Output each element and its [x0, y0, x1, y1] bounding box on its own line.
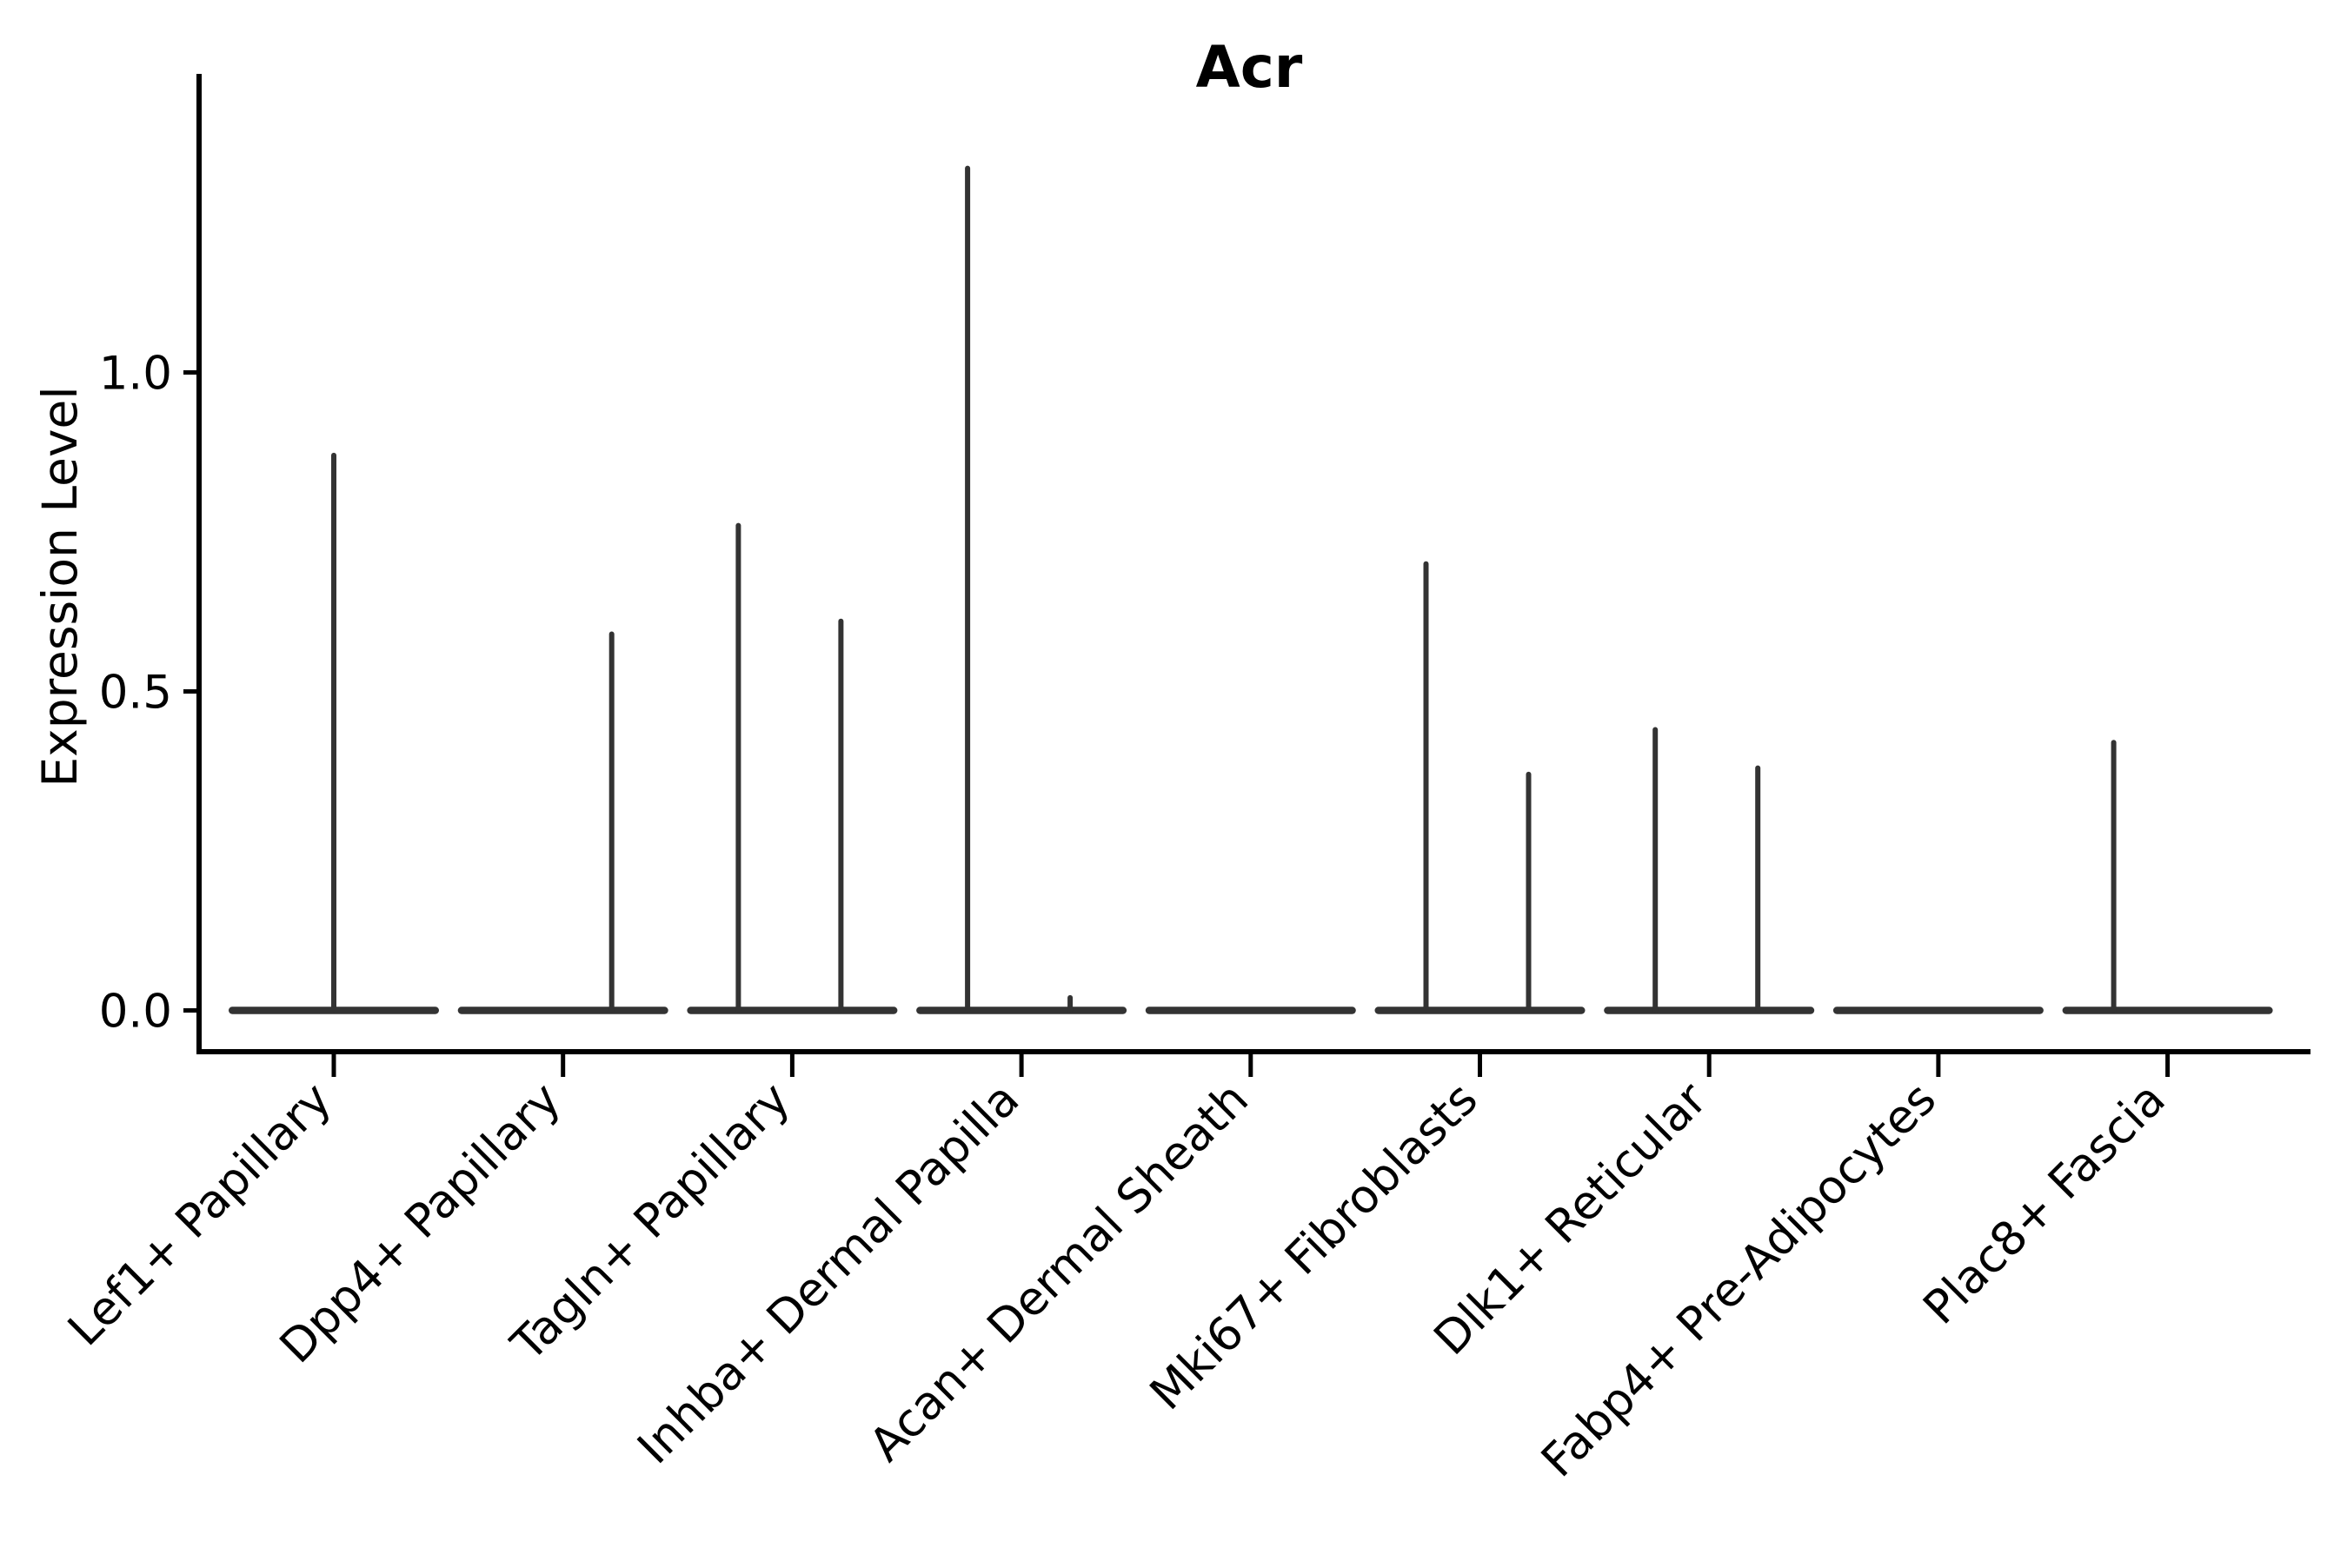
y-tick-label: 0.0	[99, 986, 172, 1039]
violin	[2062, 740, 2273, 1014]
x-tick-label: Acan+ Dermal Sheath	[860, 1073, 1259, 1472]
x-tick-label: Fabp4+ Pre-Adipocytes	[1532, 1073, 1946, 1487]
y-tick-label: 0.5	[99, 667, 172, 720]
violin	[1145, 1007, 1356, 1014]
violin	[457, 631, 668, 1014]
chart-title: Acr	[1196, 34, 1303, 101]
violin-body	[1145, 1007, 1356, 1014]
x-tick-label: Inhba+ Dermal Papilla	[628, 1073, 1029, 1474]
y-tick-label: 1.0	[99, 348, 172, 401]
violin	[687, 522, 898, 1014]
violin	[1604, 727, 1815, 1014]
violins-layer	[229, 165, 2273, 1014]
violin-body	[687, 1007, 898, 1014]
violin-body	[1604, 1007, 1815, 1014]
y-axis-label: Expression Level	[32, 386, 88, 787]
violin-body	[1374, 1007, 1586, 1014]
violin-body	[457, 1007, 668, 1014]
violin-body	[916, 1007, 1127, 1014]
y-axis-ticks: 0.0 0.5 1.0	[99, 348, 199, 1039]
violin	[229, 452, 439, 1014]
violin-body	[2062, 1007, 2273, 1014]
violin	[1832, 1007, 2044, 1014]
x-tick-label: Plac8+ Fascia	[1913, 1073, 2175, 1334]
violin	[1374, 561, 1586, 1014]
violin-body	[1832, 1007, 2044, 1014]
axes-layer	[196, 74, 2310, 1054]
violin	[916, 165, 1127, 1014]
